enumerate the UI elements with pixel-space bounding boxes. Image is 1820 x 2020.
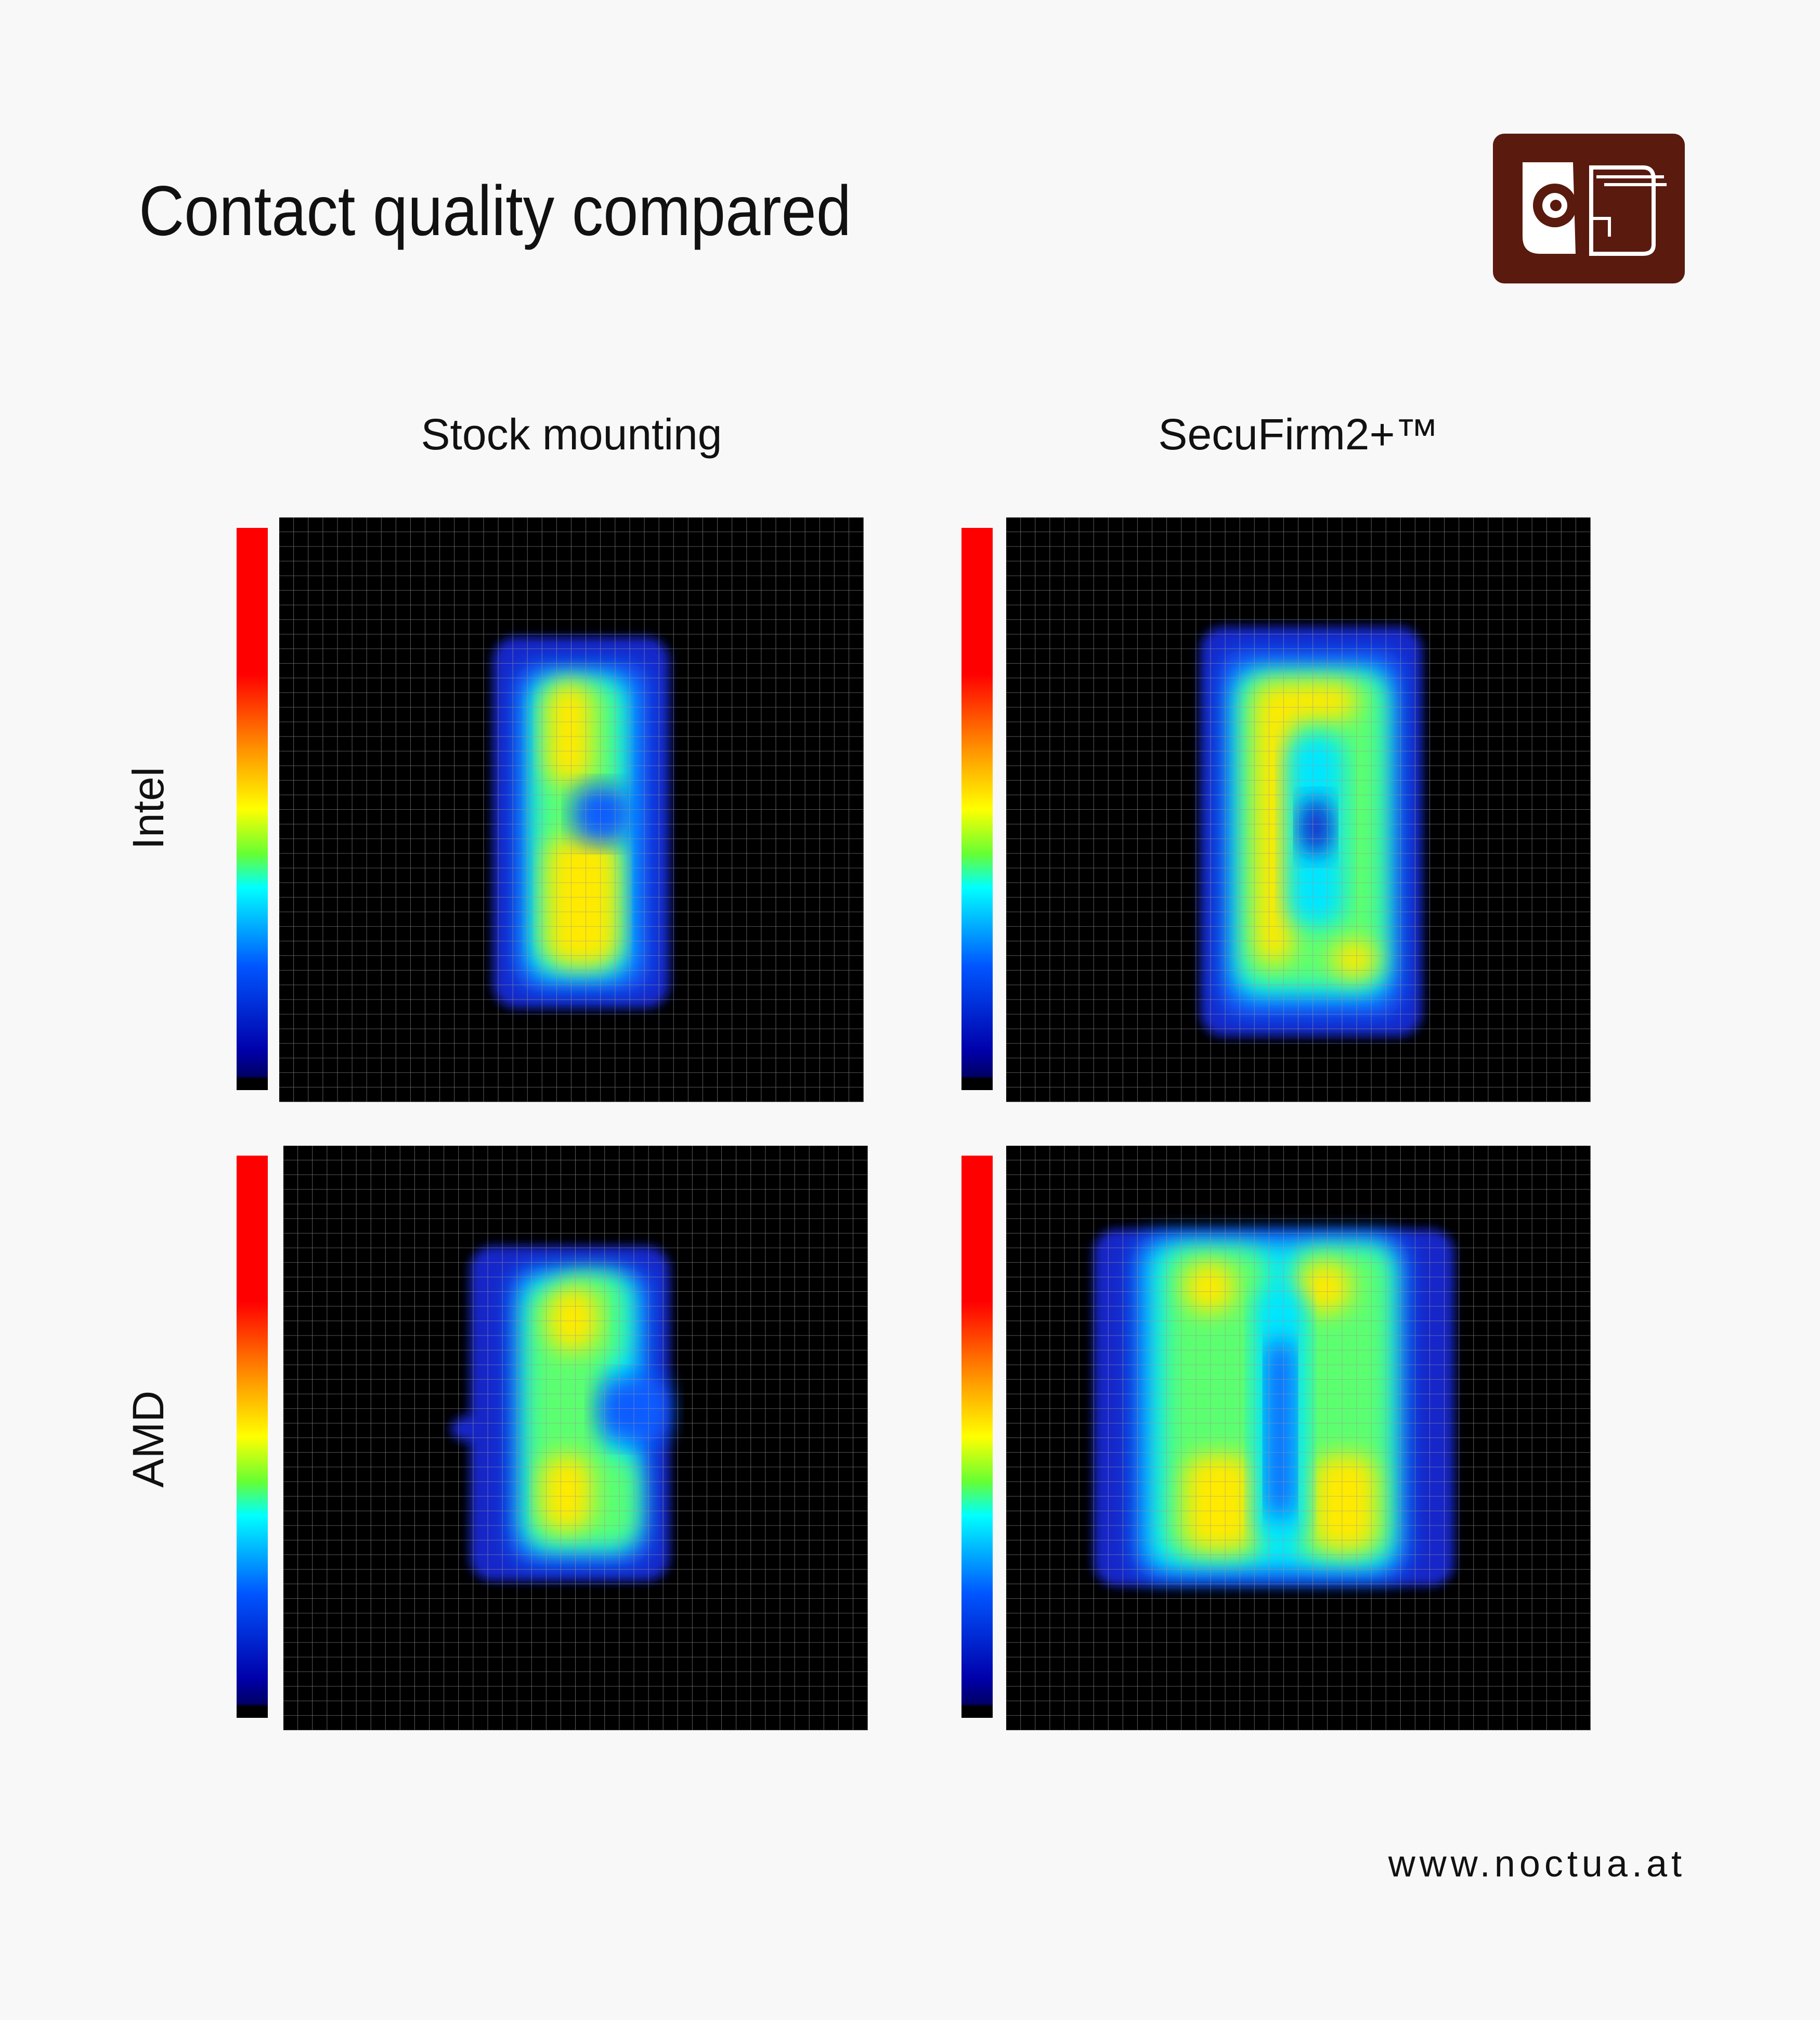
logo xyxy=(1493,134,1685,283)
color-scale xyxy=(961,1156,993,1718)
row-label: Intel xyxy=(124,767,173,850)
title: Contact quality compared xyxy=(139,171,851,250)
heatmap-panel xyxy=(1006,517,1591,1102)
heatmap-panel xyxy=(1006,1146,1591,1730)
grid xyxy=(279,517,864,1102)
column-header: SecuFirm2+™ xyxy=(1158,410,1438,459)
grid xyxy=(1006,517,1591,1102)
color-scale xyxy=(961,528,993,1090)
heatmap-panel xyxy=(283,1146,868,1730)
column-header: Stock mounting xyxy=(421,410,722,459)
color-scale xyxy=(237,1156,268,1718)
heatmap-panel xyxy=(279,517,864,1102)
color-scale xyxy=(237,528,268,1090)
row-label: AMD xyxy=(124,1391,173,1488)
heatmaps xyxy=(237,517,1591,1730)
website-url: www.noctua.at xyxy=(1388,1843,1686,1885)
grid xyxy=(1006,1146,1591,1730)
grid xyxy=(283,1146,868,1730)
